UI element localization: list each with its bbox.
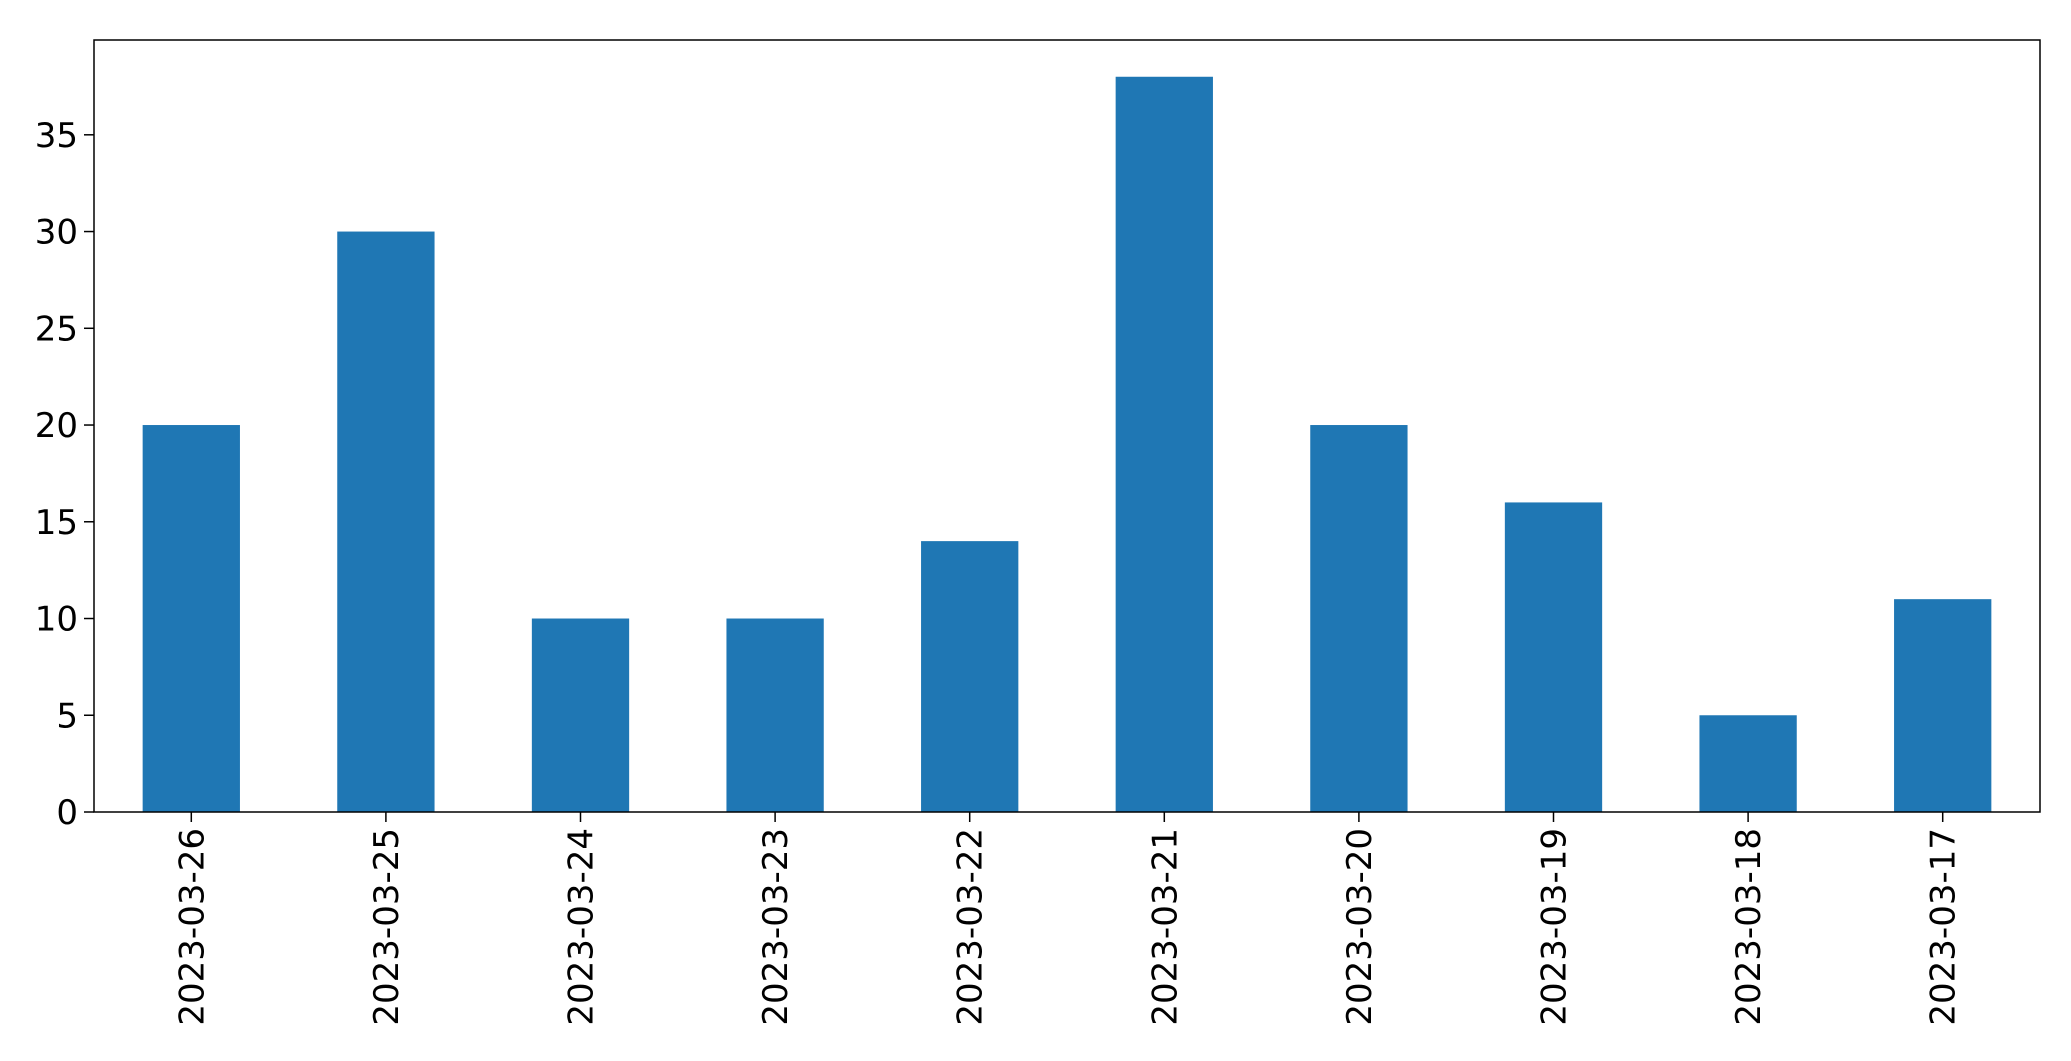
x-tick-label: 2023-03-17 bbox=[1924, 828, 1964, 1026]
bar-2023-03-22 bbox=[921, 541, 1019, 812]
x-tick-label: 2023-03-21 bbox=[1145, 828, 1185, 1026]
bar-2023-03-25 bbox=[337, 231, 435, 812]
bar-2023-03-19 bbox=[1504, 502, 1603, 812]
bar-2023-03-24 bbox=[531, 618, 630, 812]
y-tick-label: 0 bbox=[56, 793, 78, 833]
y-axis-ticks: 0 5 10 15 20 25 30 35 bbox=[35, 116, 94, 833]
x-tick-label: 2023-03-23 bbox=[756, 828, 796, 1026]
x-axis-ticks: 2023-03-26 2023-03-25 2023-03-24 2023-03-23… bbox=[172, 812, 1964, 1026]
y-tick-label: 20 bbox=[35, 406, 78, 446]
bar-2023-03-20 bbox=[1310, 425, 1408, 812]
x-tick-label: 2023-03-19 bbox=[1535, 828, 1575, 1026]
plot-frame bbox=[93, 39, 2041, 813]
y-tick-label: 5 bbox=[56, 696, 78, 736]
bar-2023-03-26 bbox=[142, 425, 240, 812]
y-tick-label: 10 bbox=[35, 600, 78, 640]
bars-group bbox=[142, 76, 1992, 812]
bar-2023-03-17 bbox=[1894, 599, 1992, 812]
x-tick-label: 2023-03-24 bbox=[562, 828, 602, 1026]
x-tick-label: 2023-03-25 bbox=[367, 828, 407, 1026]
y-tick-label: 25 bbox=[35, 309, 78, 349]
y-tick-label: 15 bbox=[35, 503, 78, 543]
bar-2023-03-23 bbox=[726, 618, 824, 812]
y-tick-label: 30 bbox=[35, 213, 78, 253]
x-tick-label: 2023-03-26 bbox=[172, 828, 212, 1026]
bar-2023-03-18 bbox=[1699, 715, 1797, 812]
y-tick-label: 35 bbox=[35, 116, 78, 156]
x-tick-label: 2023-03-22 bbox=[951, 828, 991, 1026]
x-tick-label: 2023-03-18 bbox=[1729, 828, 1769, 1026]
x-tick-label: 2023-03-20 bbox=[1340, 828, 1380, 1026]
bar-2023-03-21 bbox=[1115, 76, 1213, 812]
